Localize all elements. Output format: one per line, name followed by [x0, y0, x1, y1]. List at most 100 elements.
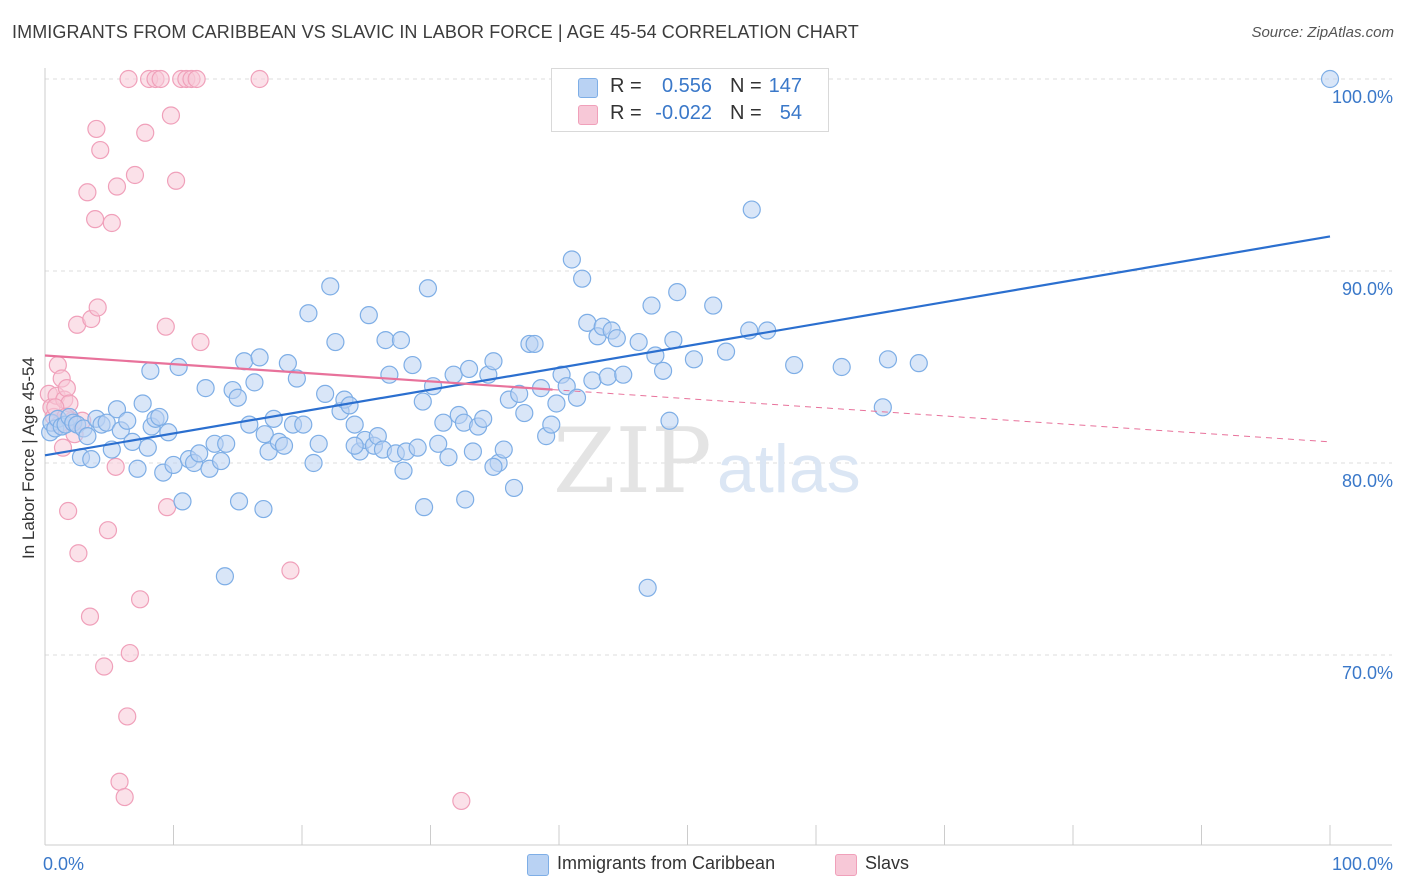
trend-line-slavs-dashed	[552, 389, 1331, 443]
point-caribbean-75	[391, 331, 411, 350]
point-slavs-51	[69, 544, 88, 563]
point-slavs-33	[136, 123, 155, 142]
point-caribbean-100	[515, 403, 534, 423]
point-caribbean-129	[704, 296, 723, 315]
correlation-legend: R = 0.556 N = 147 R = -0.022 N = 54	[551, 68, 829, 132]
point-slavs-30	[120, 643, 139, 663]
legend-r-value-slavs: -0.022	[655, 102, 712, 124]
legend-n-label: N =	[730, 102, 762, 124]
point-caribbean-144	[484, 457, 503, 476]
point-caribbean-51	[274, 436, 294, 455]
point-caribbean-130	[716, 342, 736, 361]
point-caribbean-135	[832, 357, 851, 377]
point-slavs-36	[151, 69, 170, 89]
point-caribbean-77	[403, 355, 422, 375]
point-caribbean-31	[173, 492, 192, 511]
point-caribbean-122	[642, 296, 661, 315]
series-slavs	[39, 69, 471, 811]
point-caribbean-139	[1320, 69, 1340, 89]
series-legend-swatch-slavs	[835, 854, 857, 876]
point-caribbean-15	[97, 413, 116, 432]
source-label: Source: ZipAtlas.com	[1251, 24, 1394, 41]
point-caribbean-34	[190, 444, 209, 463]
legend-r-label: R =	[610, 102, 642, 124]
point-caribbean-46	[250, 348, 269, 367]
point-caribbean-134	[785, 355, 804, 375]
point-caribbean-11	[78, 427, 97, 446]
point-caribbean-127	[668, 283, 687, 302]
point-caribbean-73	[376, 331, 395, 350]
point-caribbean-68	[359, 306, 378, 325]
point-caribbean-61	[326, 332, 345, 352]
series-caribbean	[41, 69, 1340, 597]
point-slavs-38	[161, 106, 181, 125]
point-caribbean-96	[494, 440, 513, 459]
point-slavs-21	[88, 298, 107, 317]
point-caribbean-121	[638, 578, 657, 597]
point-caribbean-60	[321, 277, 340, 296]
point-caribbean-84	[434, 413, 453, 432]
point-caribbean-124	[653, 361, 673, 380]
point-slavs-47	[452, 791, 471, 811]
point-caribbean-81	[414, 498, 434, 517]
point-caribbean-78	[408, 438, 427, 457]
y-tick-label-90: 90.0%	[1342, 279, 1393, 299]
point-caribbean-72	[380, 365, 399, 384]
y-tick-label-100: 100.0%	[1332, 87, 1393, 107]
point-caribbean-43	[229, 492, 249, 511]
point-slavs-53	[157, 498, 177, 517]
point-slavs-39	[166, 171, 186, 190]
legend-n-value-slavs: 54	[779, 102, 802, 124]
y-axis-title: In Labor Force | Age 45-54	[19, 357, 38, 559]
y-tick-label-70: 70.0%	[1342, 663, 1393, 683]
point-slavs-27	[110, 772, 129, 791]
point-caribbean-79	[413, 392, 432, 411]
point-caribbean-119	[614, 365, 633, 384]
legend-n-label: N =	[730, 75, 762, 97]
point-caribbean-138	[909, 354, 928, 373]
x-tick-label-min: 0.0%	[43, 854, 84, 874]
point-slavs-45	[250, 69, 269, 89]
point-caribbean-55	[294, 415, 313, 434]
x-tick-label-max: 100.0%	[1332, 854, 1393, 874]
trend-line-caribbean	[44, 235, 1331, 457]
point-caribbean-142	[456, 490, 475, 509]
legend-n-value-caribbean: 147	[768, 75, 802, 97]
series-legend-label-caribbean: Immigrants from Caribbean	[557, 853, 776, 873]
point-caribbean-19	[118, 411, 137, 430]
point-slavs-23	[95, 657, 114, 676]
point-caribbean-92	[474, 409, 493, 428]
point-caribbean-30	[169, 357, 188, 377]
series-legend-swatch-caribbean	[527, 854, 549, 876]
point-caribbean-89	[459, 359, 479, 379]
point-caribbean-146	[394, 461, 413, 480]
point-slavs-8	[57, 379, 76, 398]
point-caribbean-105	[542, 415, 561, 434]
point-slavs-18	[78, 183, 97, 202]
series-legend: Immigrants from Caribbean Slavs	[0, 852, 1406, 878]
point-caribbean-136	[873, 398, 892, 417]
point-caribbean-56	[299, 304, 318, 323]
point-slavs-52	[106, 457, 125, 476]
point-caribbean-90	[463, 442, 483, 461]
legend-swatch-caribbean	[578, 78, 598, 98]
tick-labels: 70.0% 80.0% 90.0% 100.0% 0.0% 100.0%	[43, 87, 1393, 874]
point-caribbean-128	[684, 350, 704, 369]
point-caribbean-42	[235, 352, 254, 371]
point-slavs-43	[187, 69, 206, 89]
point-caribbean-141	[254, 499, 273, 519]
point-caribbean-23	[138, 438, 157, 457]
point-caribbean-126	[664, 331, 683, 350]
point-caribbean-29	[164, 455, 183, 475]
point-caribbean-118	[607, 329, 626, 348]
point-caribbean-59	[316, 384, 335, 403]
point-caribbean-145	[345, 436, 364, 455]
point-slavs-49	[119, 69, 138, 89]
point-caribbean-26	[150, 407, 169, 427]
point-caribbean-83	[429, 434, 448, 453]
legend-swatch-slavs	[578, 105, 598, 125]
point-slavs-48	[87, 119, 106, 139]
point-caribbean-57	[304, 453, 323, 473]
point-caribbean-85	[439, 448, 458, 467]
point-caribbean-47	[255, 425, 274, 444]
